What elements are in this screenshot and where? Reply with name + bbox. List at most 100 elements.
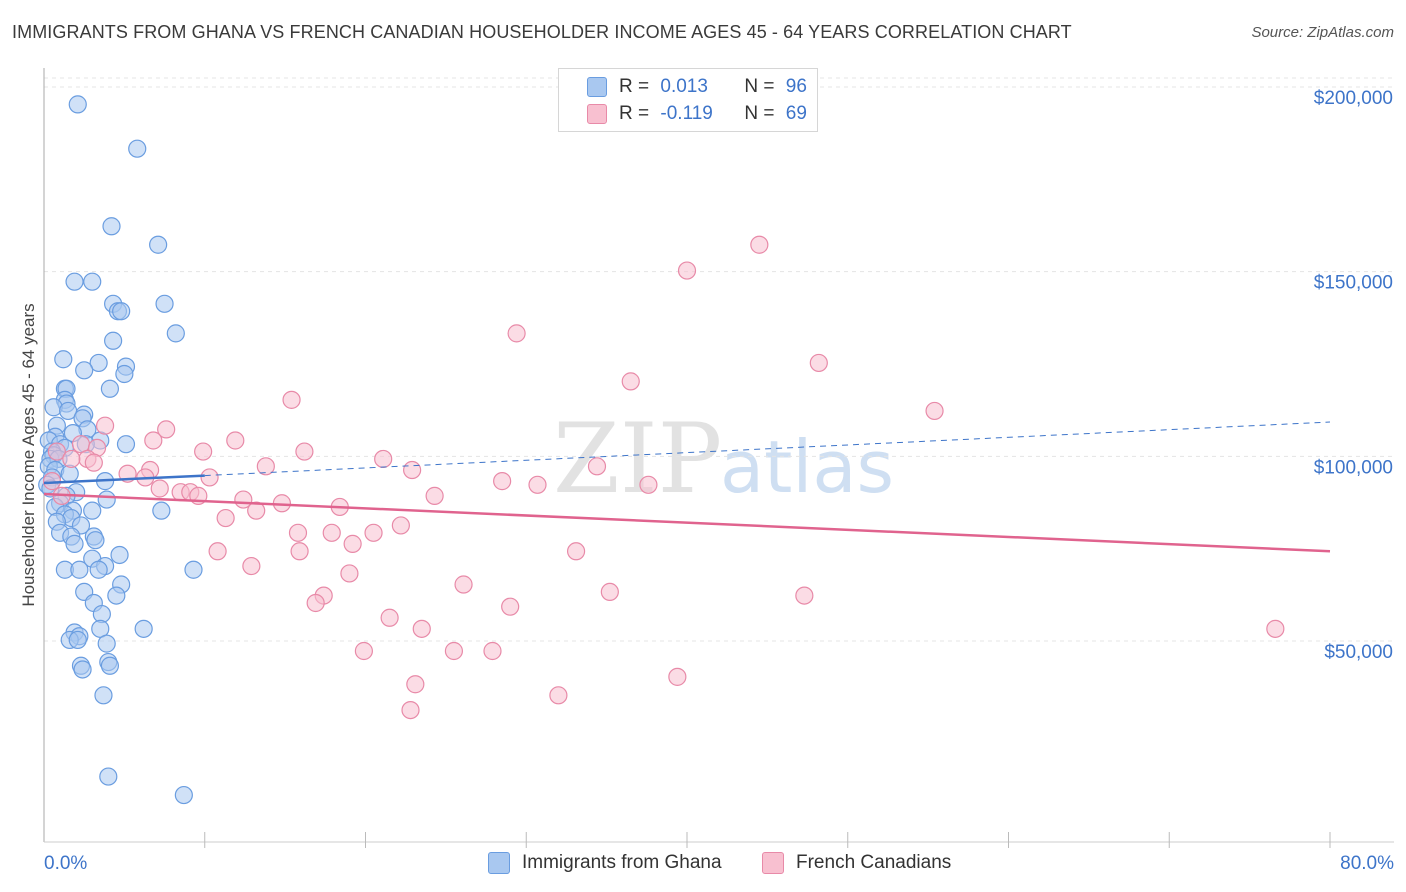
chart-title: IMMIGRANTS FROM GHANA VS FRENCH CANADIAN…	[12, 22, 1072, 42]
point-ghana	[152, 501, 171, 520]
point-french-canadians	[322, 523, 341, 542]
point-french-canadians	[412, 619, 431, 638]
point-french-canadians	[290, 542, 309, 561]
point-ghana	[102, 217, 121, 236]
point-french-canadians	[200, 468, 219, 487]
point-ghana	[184, 560, 203, 579]
point-french-canadians	[391, 516, 410, 535]
point-ghana	[128, 139, 147, 158]
point-ghana	[65, 534, 84, 553]
point-french-canadians	[343, 534, 362, 553]
legend-swatch-french	[762, 852, 784, 874]
point-ghana	[68, 630, 87, 650]
point-french-canadians	[306, 593, 325, 613]
point-ghana	[89, 353, 108, 373]
point-french-canadians	[507, 324, 526, 343]
y-tick-labels: $50,000 $100,000 $150,000 $200,000	[1314, 88, 1393, 663]
legend-label-french: French Canadians	[796, 852, 952, 873]
point-french-canadians	[288, 523, 308, 542]
point-french-canadians	[444, 641, 464, 661]
y-tick-label: $100,000	[1314, 457, 1393, 478]
y-axis-label: Householder Income Ages 45 - 64 years	[19, 303, 38, 606]
legend-n-label: N =	[744, 103, 775, 124]
point-french-canadians	[677, 261, 697, 280]
watermark-zip: ZIP	[553, 403, 722, 515]
point-french-canadians	[925, 401, 944, 421]
point-french-canadians	[566, 542, 586, 561]
y-tick-label: $50,000	[1324, 642, 1393, 663]
point-ghana	[115, 364, 134, 384]
point-french-canadians	[282, 390, 301, 409]
point-french-canadians	[84, 453, 103, 472]
point-ghana	[89, 560, 108, 579]
point-ghana	[99, 767, 118, 786]
legend-swatch-ghana	[488, 852, 510, 874]
point-ghana	[134, 619, 153, 638]
point-ghana	[100, 656, 120, 675]
point-ghana	[174, 785, 193, 805]
point-ghana	[68, 95, 87, 114]
point-french-canadians	[795, 586, 814, 605]
legend-r-value: 0.013	[660, 76, 708, 97]
legend-row-ghana: R = 0.013 N = 96	[587, 75, 807, 99]
series-legend: Immigrants from Ghana French Canadians	[0, 852, 1406, 878]
point-french-canadians	[144, 431, 163, 450]
point-ghana	[112, 302, 131, 321]
point-french-canadians	[587, 457, 607, 476]
point-french-canadians	[401, 700, 420, 720]
point-french-canadians	[621, 372, 640, 391]
point-french-canadians	[528, 475, 547, 494]
point-french-canadians	[406, 675, 425, 694]
point-french-canadians	[95, 416, 115, 435]
source-label: Source: ZipAtlas.com	[1251, 24, 1394, 41]
point-ghana	[86, 531, 105, 550]
legend-r-value: -0.119	[660, 103, 713, 124]
point-french-canadians	[380, 608, 399, 627]
point-ghana	[166, 324, 185, 343]
point-french-canadians	[157, 420, 176, 439]
point-french-canadians	[47, 442, 66, 461]
legend-swatch-french	[587, 104, 607, 124]
point-ghana	[75, 361, 94, 380]
legend-item-french[interactable]: French Canadians	[762, 852, 951, 874]
point-french-canadians	[340, 564, 359, 583]
legend-item-ghana[interactable]: Immigrants from Ghana	[488, 852, 722, 874]
point-french-canadians	[216, 508, 235, 528]
trendline-ghana-extension	[204, 421, 1331, 477]
point-ghana	[116, 435, 136, 454]
point-french-canadians	[425, 486, 444, 505]
point-ghana	[149, 235, 168, 254]
point-french-canadians	[600, 582, 619, 602]
point-french-canadians	[256, 457, 275, 476]
point-french-canadians	[549, 686, 568, 705]
trendline-ghana	[43, 474, 205, 485]
point-french-canadians	[454, 575, 473, 594]
legend-n-value: 96	[785, 76, 807, 97]
point-ghana	[104, 331, 123, 350]
point-french-canadians	[364, 523, 383, 542]
y-tick-label: $200,000	[1314, 88, 1393, 109]
point-french-canadians	[226, 431, 245, 450]
correlation-legend: R = 0.013 N = 96 R = -0.119 N = 69	[558, 68, 818, 132]
point-french-canadians	[150, 479, 169, 498]
x-tick-label-max: 80.0%	[1340, 853, 1394, 874]
point-ghana	[97, 634, 116, 653]
legend-r-label: R =	[619, 103, 650, 124]
point-ghana	[155, 294, 174, 313]
legend-swatch-ghana	[587, 77, 607, 97]
legend-r-label: R =	[619, 76, 650, 97]
point-french-canadians	[809, 353, 828, 373]
point-ghana	[94, 686, 113, 705]
gridlines	[44, 77, 1394, 642]
point-french-canadians	[247, 501, 266, 520]
point-ghana	[70, 560, 89, 579]
legend-n-label: N =	[744, 76, 775, 97]
point-ghana	[110, 545, 129, 565]
x-ticks	[204, 832, 1331, 848]
point-french-canadians	[374, 449, 393, 469]
point-french-canadians	[493, 472, 512, 491]
point-french-canadians	[1266, 619, 1285, 638]
x-tick-label-min: 0.0%	[44, 853, 87, 874]
point-french-canadians	[194, 442, 213, 461]
